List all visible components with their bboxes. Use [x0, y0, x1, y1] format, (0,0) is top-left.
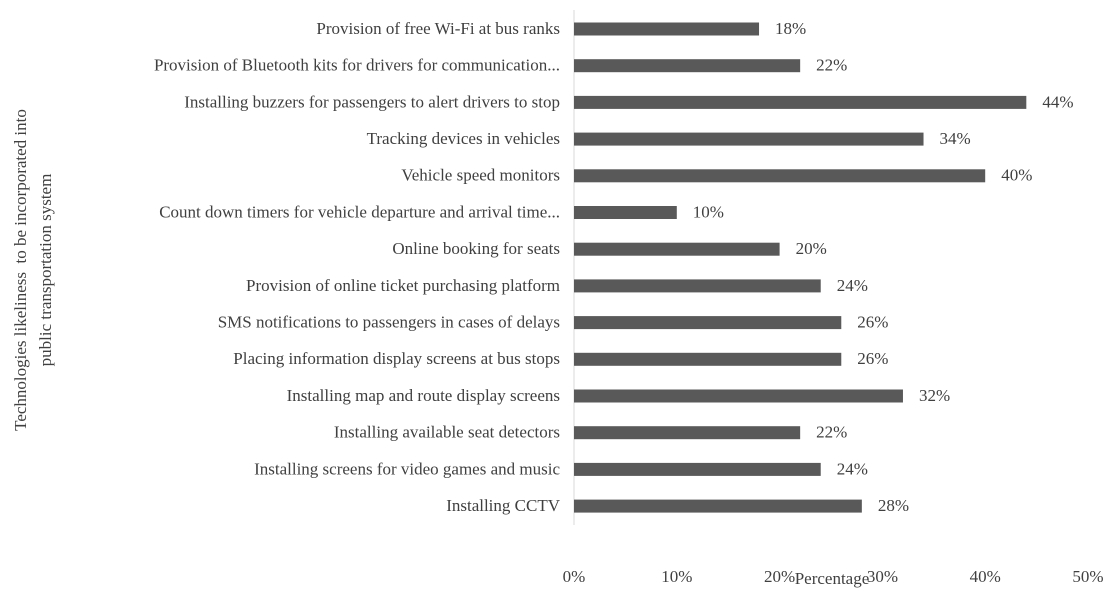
data-label: 44%: [1042, 92, 1073, 111]
y-tick-label: Installing screens for video games and m…: [254, 459, 560, 478]
y-tick-label: Tracking devices in vehicles: [367, 129, 560, 148]
y-tick-label: Provision of free Wi-Fi at bus ranks: [316, 19, 560, 38]
bar: [574, 242, 780, 256]
y-axis-label: public transportation system: [36, 174, 55, 367]
x-tick-label: 20%: [764, 567, 795, 586]
data-label: 26%: [857, 313, 888, 332]
y-tick-label: SMS notifications to passengers in cases…: [218, 313, 560, 332]
data-label: 10%: [693, 202, 724, 221]
data-label: 28%: [878, 496, 909, 515]
bar: [574, 462, 821, 476]
bar: [574, 352, 842, 366]
y-axis-label: Technologies likeliness to be incorporat…: [11, 109, 30, 431]
bar: [574, 389, 903, 403]
data-label: 20%: [796, 239, 827, 258]
x-tick-label: 40%: [970, 567, 1001, 586]
bar: [574, 426, 801, 440]
y-tick-label: Placing information display screens at b…: [233, 349, 560, 368]
bar: [574, 169, 986, 183]
data-label: 24%: [837, 459, 868, 478]
x-tick-label: 50%: [1072, 567, 1103, 586]
data-label: 26%: [857, 349, 888, 368]
y-tick-label: Provision of online ticket purchasing pl…: [246, 276, 560, 295]
x-tick-label: 0%: [563, 567, 586, 586]
y-tick-label: Vehicle speed monitors: [401, 166, 560, 185]
data-label: 18%: [775, 19, 806, 38]
bar: [574, 279, 821, 293]
bar: [574, 316, 842, 330]
data-label: 22%: [816, 56, 847, 75]
bar: [574, 95, 1027, 109]
data-label: 22%: [816, 423, 847, 442]
y-tick-label: Count down timers for vehicle departure …: [159, 202, 560, 221]
data-label: 24%: [837, 276, 868, 295]
y-tick-label: Installing available seat detectors: [334, 423, 560, 442]
y-tick-label: Provision of Bluetooth kits for drivers …: [154, 56, 560, 75]
x-axis-label: Percentage: [795, 569, 870, 588]
y-tick-label: Installing map and route display screens: [287, 386, 560, 405]
bar: [574, 22, 760, 36]
data-label: 34%: [940, 129, 971, 148]
bar: [574, 132, 924, 146]
y-tick-label: Installing buzzers for passengers to ale…: [184, 92, 560, 111]
y-tick-label: Online booking for seats: [392, 239, 560, 258]
data-label: 40%: [1001, 166, 1032, 185]
bar: [574, 59, 801, 73]
bar: [574, 499, 862, 513]
y-tick-label: Installing CCTV: [446, 496, 561, 515]
x-tick-label: 30%: [867, 567, 898, 586]
bar: [574, 206, 677, 219]
x-tick-label: 10%: [661, 567, 692, 586]
data-label: 32%: [919, 386, 950, 405]
